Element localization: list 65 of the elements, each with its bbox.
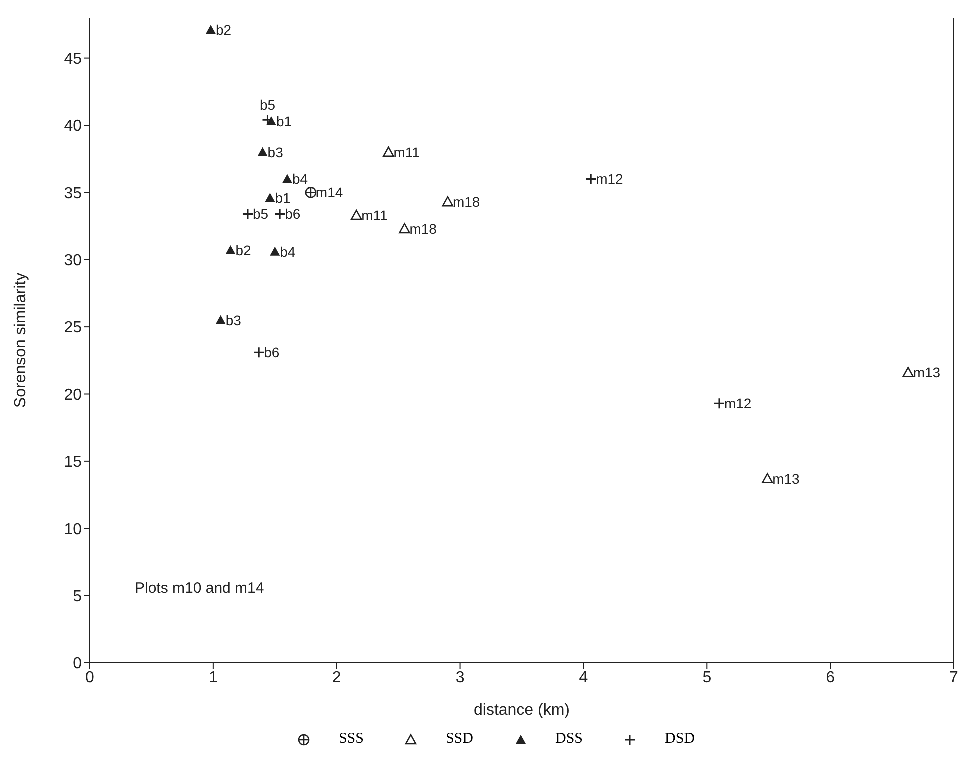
annotation: b4 xyxy=(280,244,296,260)
point xyxy=(762,473,774,484)
annotation: b5 xyxy=(252,206,269,222)
annotation: b3 xyxy=(226,312,242,328)
annotation: m12 xyxy=(724,396,752,412)
annotation: m13 xyxy=(772,470,800,487)
legend-label: DSS xyxy=(556,731,584,748)
annotation: b2 xyxy=(216,22,232,38)
y-tick-label: 45 xyxy=(64,50,82,68)
annotation: b5 xyxy=(260,97,276,114)
point xyxy=(714,398,726,410)
point xyxy=(399,223,410,234)
annotation: m11 xyxy=(362,208,388,224)
point xyxy=(282,174,292,184)
point xyxy=(383,146,394,158)
y-tick-label: 10 xyxy=(64,521,82,538)
annotation: m14 xyxy=(316,184,344,201)
point xyxy=(274,208,286,220)
annotation: b1 xyxy=(276,113,292,130)
point xyxy=(350,210,362,220)
legend-label: SSS xyxy=(338,731,364,748)
x-tick-label: 4 xyxy=(579,669,588,686)
point xyxy=(265,193,276,202)
y-tick-label: 25 xyxy=(64,320,82,337)
annotation: b3 xyxy=(268,144,284,160)
legend-label: SSD xyxy=(446,731,474,748)
y-tick-label: 0 xyxy=(73,656,82,673)
point xyxy=(206,25,216,34)
annotation: b4 xyxy=(292,171,308,188)
x-tick-label: 5 xyxy=(702,669,712,686)
annotation: b2 xyxy=(236,242,252,258)
x-tick-label: 6 xyxy=(826,669,836,686)
x-tick-label: 2 xyxy=(332,669,342,686)
annotation: m18 xyxy=(410,220,438,237)
annotation: m12 xyxy=(596,171,624,188)
point xyxy=(442,196,454,207)
point xyxy=(226,245,236,254)
annotation: m18 xyxy=(452,194,480,210)
x-tick-label: 7 xyxy=(950,669,959,686)
point xyxy=(216,315,226,324)
point xyxy=(902,367,914,378)
y-tick-label: 20 xyxy=(64,386,82,404)
y-tick-label: 35 xyxy=(64,185,82,202)
point xyxy=(270,246,280,256)
annotation: b1 xyxy=(275,190,291,206)
y-tick-label: 40 xyxy=(64,118,82,136)
point xyxy=(305,187,317,198)
x-tick-label: 0 xyxy=(86,669,95,686)
point xyxy=(242,208,254,220)
point xyxy=(258,147,268,156)
y-axis-title: Sorenson similarity xyxy=(12,272,30,408)
annotation: Plots m10 and m14 xyxy=(135,580,264,597)
y-tick-label: 15 xyxy=(64,454,82,472)
y-tick-label: 5 xyxy=(73,588,82,606)
y-tick-label: 30 xyxy=(64,252,82,270)
annotation: b6 xyxy=(264,344,280,361)
legend-label: DSD xyxy=(665,731,696,748)
x-axis-title: distance (km) xyxy=(474,702,570,719)
annotation: m11 xyxy=(394,144,420,160)
annotation: m13 xyxy=(913,364,941,381)
annotation: b6 xyxy=(285,206,301,222)
x-tick-label: 1 xyxy=(208,669,218,686)
point xyxy=(585,174,597,185)
x-tick-label: 3 xyxy=(456,669,465,686)
point xyxy=(253,346,265,358)
